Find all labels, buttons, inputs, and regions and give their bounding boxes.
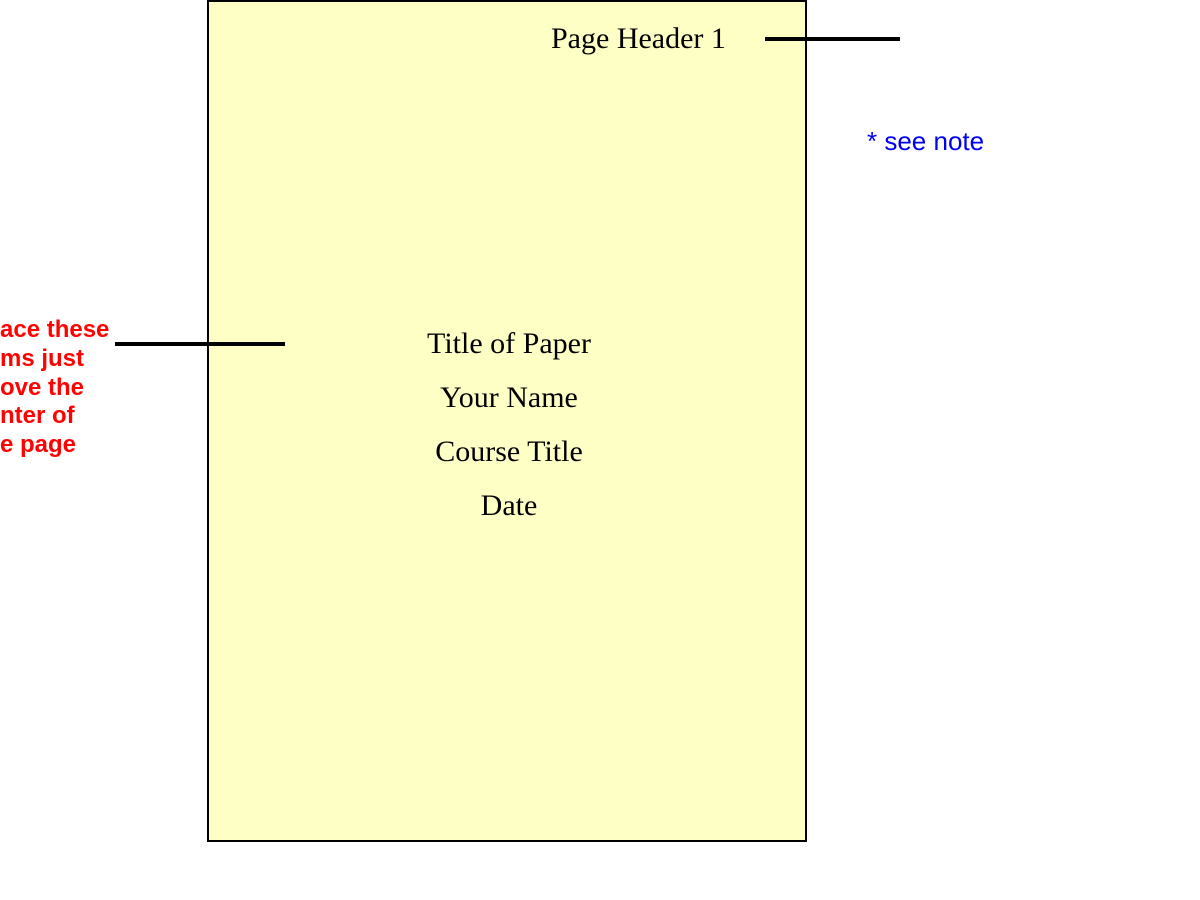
left-annotation: ace thesems justove thenter ofe page (0, 316, 109, 460)
left-annotation-line: ove the (0, 374, 109, 403)
center-item: Your Name (440, 381, 578, 415)
left-annotation-line: e page (0, 431, 109, 460)
left-annotation-line: nter of (0, 402, 109, 431)
center-item: Title of Paper (427, 327, 591, 361)
right-callout-line (765, 37, 900, 41)
page-header-text: Page Header 1 (551, 22, 726, 56)
center-item: Course Title (435, 435, 583, 469)
title-page: Page Header 1 Title of Paper Your Name Cou… (207, 0, 807, 842)
right-annotation: * see note (867, 126, 984, 157)
left-callout-line (115, 342, 285, 346)
center-items-block: Title of Paper Your Name Course Title Date (209, 327, 809, 523)
diagram-canvas: Page Header 1 Title of Paper Your Name Cou… (0, 0, 1200, 900)
left-annotation-line: ace these (0, 316, 109, 345)
left-annotation-line: ms just (0, 345, 109, 374)
center-item: Date (481, 489, 538, 523)
